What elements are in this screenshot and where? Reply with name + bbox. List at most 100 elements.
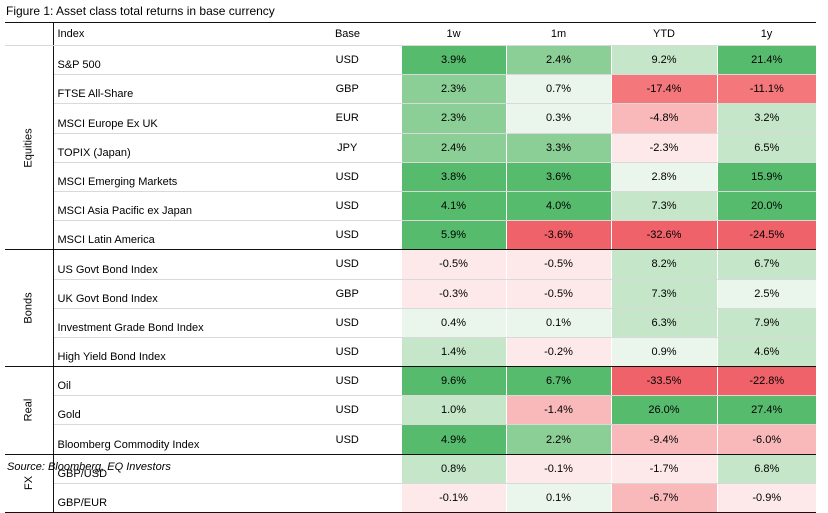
table-row: FTSE All-Share GBP 2.3% 0.7% -17.4% -11.1% xyxy=(5,74,816,105)
value-cell-1m: 2.2% xyxy=(505,424,611,455)
value-cell-1m: 0.1% xyxy=(505,483,611,513)
index-name: Bloomberg Commodity Index xyxy=(53,424,294,455)
base-currency: USD xyxy=(294,424,401,455)
value-cell-1w: 2.3% xyxy=(400,74,506,105)
table-row: UK Govt Bond Index GBP -0.3% -0.5% 7.3% 2.5% xyxy=(5,279,816,309)
table-row: Gold USD 1.0% -1.4% 26.0% 27.4% xyxy=(5,395,816,426)
header-1m: 1m xyxy=(506,22,611,46)
index-name: MSCI Europe Ex UK xyxy=(53,103,294,134)
value-cell-1m: 0.1% xyxy=(505,308,611,338)
value-cell-1y: 6.8% xyxy=(716,454,816,484)
value-cell-1w: 0.8% xyxy=(400,454,506,484)
index-name: MSCI Emerging Markets xyxy=(53,162,294,192)
table-row: MSCI Europe Ex UK EUR 2.3% 0.3% -4.8% 3.2% xyxy=(5,103,816,134)
base-currency xyxy=(294,483,401,513)
value-cell-1m: -1.4% xyxy=(505,395,611,426)
source-note: Source: Bloomberg, EQ Investors xyxy=(7,461,171,473)
base-currency: USD xyxy=(294,308,401,338)
value-cell-ytd: 7.3% xyxy=(610,279,717,309)
header-row: Index Base 1w 1m YTD 1y xyxy=(5,22,816,46)
value-cell-1m: -0.5% xyxy=(505,279,611,309)
value-cell-ytd: -9.4% xyxy=(610,424,717,455)
value-cell-1w: 1.0% xyxy=(400,395,506,426)
value-cell-1m: 6.7% xyxy=(505,366,611,397)
base-currency: USD xyxy=(294,366,401,397)
value-cell-1y: 4.6% xyxy=(716,337,816,368)
base-currency: USD xyxy=(294,249,401,280)
header-1w: 1w xyxy=(401,22,506,46)
index-name: UK Govt Bond Index xyxy=(53,279,294,309)
returns-table: Index Base 1w 1m YTD 1y Equities S&P 500 U… xyxy=(5,22,816,513)
header-corner xyxy=(5,22,54,46)
index-name: S&P 500 xyxy=(53,45,294,76)
value-cell-1m: 3.6% xyxy=(505,162,611,192)
base-currency: JPY xyxy=(294,133,401,163)
group-label: Equities xyxy=(22,128,35,168)
table-row: FX GBP/USD 0.8% -0.1% -1.7% 6.8% xyxy=(5,454,816,513)
table-row: Bonds US Govt Bond Index USD -0.5% -0.5% 8.2%… xyxy=(5,249,816,368)
value-cell-1m: 2.4% xyxy=(505,45,611,76)
header-1y: 1y xyxy=(717,22,816,46)
table-row: MSCI Latin America USD 5.9% -3.6% -32.6% -24.… xyxy=(5,220,816,251)
value-cell-ytd: 6.3% xyxy=(610,308,717,338)
index-name: FTSE All-Share xyxy=(53,74,294,105)
value-cell-1y: 2.5% xyxy=(716,279,816,309)
value-cell-1w: 9.6% xyxy=(400,366,506,397)
index-name: MSCI Asia Pacific ex Japan xyxy=(53,191,294,222)
value-cell-1y: -22.8% xyxy=(716,366,816,397)
value-cell-1w: 2.3% xyxy=(400,103,506,134)
value-cell-ytd: 7.3% xyxy=(610,191,717,222)
index-name: Gold xyxy=(53,395,294,426)
value-cell-1y: -6.0% xyxy=(716,424,816,455)
value-cell-1y: 3.2% xyxy=(716,103,816,134)
value-cell-ytd: 0.9% xyxy=(610,337,717,368)
base-currency: USD xyxy=(294,395,401,426)
table-row: MSCI Emerging Markets USD 3.8% 3.6% 2.8% 15.9… xyxy=(5,162,816,192)
group-label-cell: Equities xyxy=(5,45,54,251)
index-name: US Govt Bond Index xyxy=(53,249,294,280)
base-currency: EUR xyxy=(294,103,401,134)
value-cell-1w: 0.4% xyxy=(400,308,506,338)
table-row: Real Oil USD 9.6% 6.7% -33.5% -22.8% xyxy=(5,366,816,455)
value-cell-ytd: -2.3% xyxy=(610,133,717,163)
value-cell-1m: -0.2% xyxy=(505,337,611,368)
index-name: GBP/EUR xyxy=(53,483,294,513)
index-name: Oil xyxy=(53,366,294,397)
value-cell-1w: -0.3% xyxy=(400,279,506,309)
group-label: Bonds xyxy=(22,292,35,324)
group-label: FX xyxy=(22,476,35,491)
group-label-cell: Bonds xyxy=(5,249,54,368)
group-label: Real xyxy=(22,399,35,422)
value-cell-1y: -24.5% xyxy=(716,220,816,251)
value-cell-1w: 1.4% xyxy=(400,337,506,368)
base-currency: GBP xyxy=(294,74,401,105)
value-cell-1w: -0.1% xyxy=(400,483,506,513)
value-cell-1w: 2.4% xyxy=(400,133,506,163)
base-currency: USD xyxy=(294,191,401,222)
table-body: Equities S&P 500 USD 3.9% 2.4% 9.2% 21.4% FTSE … xyxy=(5,45,816,513)
value-cell-ytd: -17.4% xyxy=(610,74,717,105)
value-cell-1m: -0.1% xyxy=(505,454,611,484)
value-cell-1y: -0.9% xyxy=(716,483,816,513)
header-index: Index xyxy=(53,22,294,46)
table-row: Investment Grade Bond Index USD 0.4% 0.1% 6.… xyxy=(5,308,816,338)
value-cell-1m: -0.5% xyxy=(505,249,611,280)
index-name: Investment Grade Bond Index xyxy=(53,308,294,338)
value-cell-1y: 20.0% xyxy=(716,191,816,222)
table-row: MSCI Asia Pacific ex Japan USD 4.1% 4.0% 7.3… xyxy=(5,191,816,222)
index-name: TOPIX (Japan) xyxy=(53,133,294,163)
value-cell-1y: 7.9% xyxy=(716,308,816,338)
table-row: Equities S&P 500 USD 3.9% 2.4% 9.2% 21.4% xyxy=(5,45,816,251)
index-name: GBP/USD xyxy=(53,454,294,484)
table-row: High Yield Bond Index USD 1.4% -0.2% 0.9% 4.6… xyxy=(5,337,816,368)
table-row: TOPIX (Japan) JPY 2.4% 3.3% -2.3% 6.5% xyxy=(5,133,816,163)
table-row: GBP/EUR -0.1% 0.1% -6.7% -0.9% xyxy=(5,483,816,513)
value-cell-1w: -0.5% xyxy=(400,249,506,280)
value-cell-1m: 0.7% xyxy=(505,74,611,105)
value-cell-1m: 3.3% xyxy=(505,133,611,163)
value-cell-1w: 4.9% xyxy=(400,424,506,455)
value-cell-ytd: 26.0% xyxy=(610,395,717,426)
value-cell-ytd: 9.2% xyxy=(610,45,717,76)
value-cell-ytd: -32.6% xyxy=(610,220,717,251)
value-cell-ytd: 8.2% xyxy=(610,249,717,280)
